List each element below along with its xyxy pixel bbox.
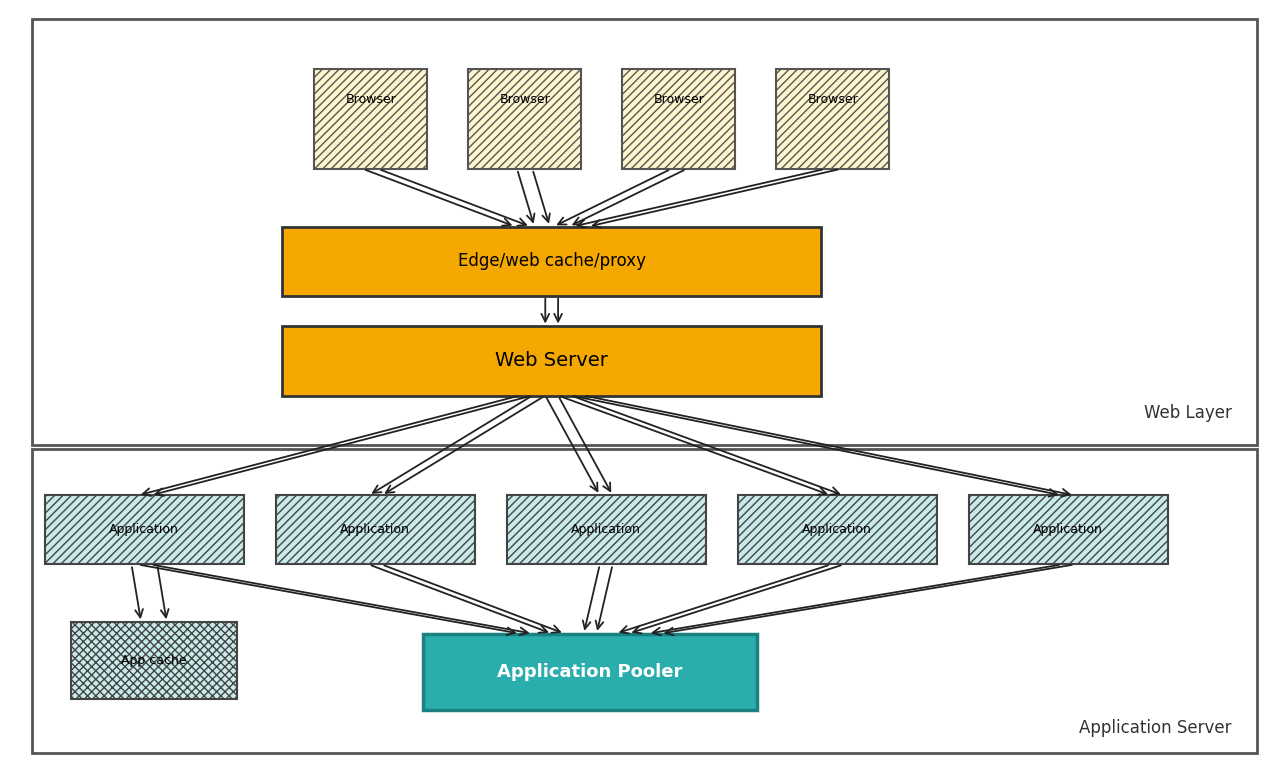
Text: Browser: Browser [807,93,858,105]
Text: Application: Application [571,524,642,536]
Bar [423,634,757,710]
Text: Edge/web cache/proxy: Edge/web cache/proxy [458,252,645,270]
Text: App cache: App cache [121,654,187,667]
Text: Browser: Browser [345,93,396,105]
Bar [276,495,475,564]
Bar [282,227,821,296]
Bar [468,69,581,169]
Bar [738,495,937,564]
Text: Browser: Browser [653,93,704,105]
Text: Application Server: Application Server [1079,720,1232,737]
Bar [45,495,244,564]
Bar [282,326,821,396]
Text: Application: Application [109,524,180,536]
Bar [71,622,237,699]
Text: Web Server: Web Server [495,352,608,370]
Bar [507,495,706,564]
Bar [776,69,889,169]
Text: Browser: Browser [499,93,550,105]
Bar [622,69,735,169]
Text: Application: Application [340,524,411,536]
Text: Web Layer: Web Layer [1144,405,1232,422]
Text: Application: Application [802,524,872,536]
Bar [32,19,1257,445]
Text: Application Pooler: Application Pooler [498,663,683,681]
Text: Application: Application [1033,524,1103,536]
Bar [969,495,1168,564]
Bar [32,449,1257,753]
Bar [314,69,427,169]
